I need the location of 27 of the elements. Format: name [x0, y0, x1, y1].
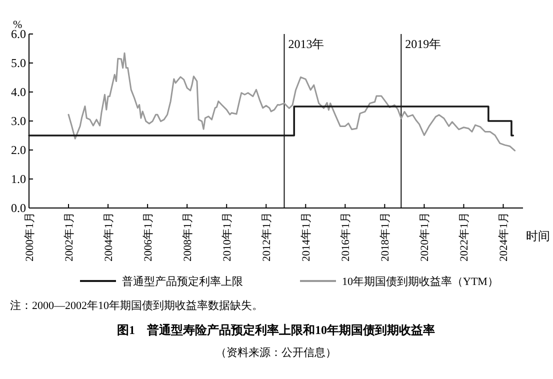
legend-label: 10年期国债到期收益率（YTM） [342, 275, 498, 288]
x-tick-label: 2016年1月 [340, 212, 352, 262]
y-tick-label: 2.0 [11, 143, 26, 157]
x-tick-label: 2022年1月 [458, 212, 471, 262]
x-tick-label: 2020年1月 [419, 212, 432, 262]
text: 注：2000—2002年10年期国债到期收益率数据缺失。 [10, 299, 263, 312]
y-tick-label: 1.0 [11, 172, 26, 186]
x-tick-label: 2008年1月 [182, 212, 194, 262]
y-tick-label: 4.0 [11, 85, 26, 99]
y-tick-label: 3.0 [11, 114, 26, 128]
y-tick-label: 0.0 [11, 201, 26, 215]
ref-line-label: 2013年 [288, 37, 324, 51]
x-tick-label: 2018年1月 [380, 212, 392, 262]
x-axis-title: 时间 [526, 229, 550, 243]
x-tick-label: 2000年1月 [24, 212, 36, 262]
x-tick-label: 2002年1月 [64, 212, 76, 262]
y-tick-label: 5.0 [11, 56, 26, 70]
text: （资料来源：公开信息） [216, 346, 336, 359]
x-tick-label: 2004年1月 [103, 212, 116, 262]
x-tick-label: 2010年1月 [222, 212, 234, 262]
x-tick-label: 2006年1月 [142, 212, 155, 262]
x-tick-label: 2024年1月 [498, 212, 510, 262]
x-tick-label: 2014年1月 [300, 212, 313, 262]
ref-line-label: 2019年 [405, 37, 442, 51]
legend-label: 普通型产品预定利率上限 [122, 275, 243, 288]
text: 图1 普通型寿险产品预定利率上限和10年期国债到期收益率 [117, 323, 435, 337]
x-tick-label: 2012年1月 [261, 212, 274, 262]
